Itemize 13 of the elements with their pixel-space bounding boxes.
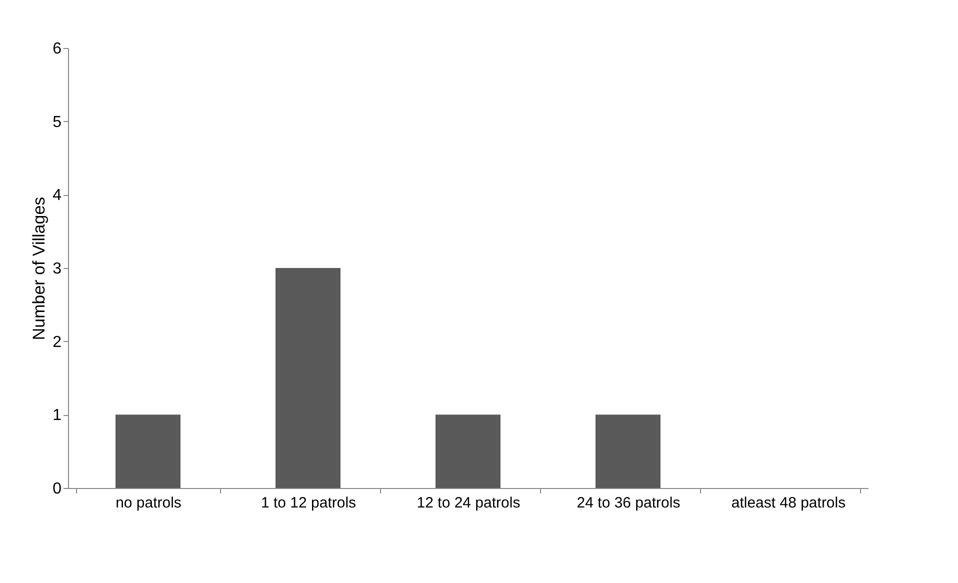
x-tick-label: no patrols	[116, 494, 182, 512]
y-tick-label: 5	[52, 114, 62, 131]
y-tick-label: 4	[52, 187, 62, 204]
x-tick-label: 1 to 12 patrols	[260, 494, 356, 512]
y-axis-title: Number of Villages	[30, 196, 49, 340]
x-tick-label: 12 to 24 patrols	[416, 494, 520, 512]
y-tick-label: 1	[52, 407, 62, 424]
x-tick-label: atleast 48 patrols	[731, 494, 846, 512]
y-tick-label: 6	[52, 40, 62, 58]
y-tick-label: 2	[52, 334, 62, 351]
x-tick-label: 24 to 36 patrols	[576, 494, 680, 512]
y-tick-label: 3	[52, 260, 62, 278]
y-tick-label: 0	[52, 480, 62, 498]
